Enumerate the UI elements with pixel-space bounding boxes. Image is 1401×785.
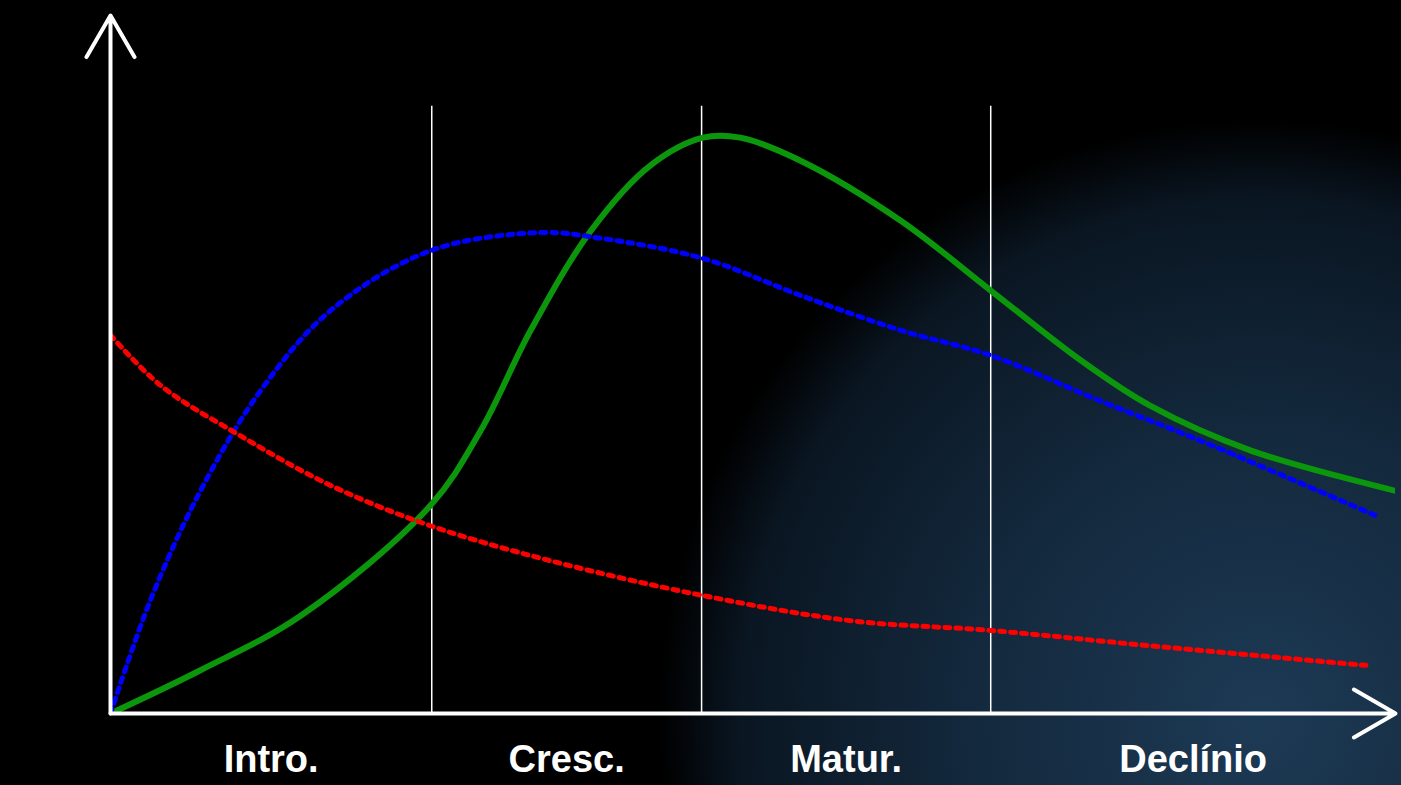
svg-text:Declínio: Declínio — [1119, 738, 1267, 780]
svg-text:Intro.: Intro. — [224, 738, 319, 780]
svg-text:Matur.: Matur. — [790, 738, 902, 780]
svg-text:Cresc.: Cresc. — [509, 738, 625, 780]
